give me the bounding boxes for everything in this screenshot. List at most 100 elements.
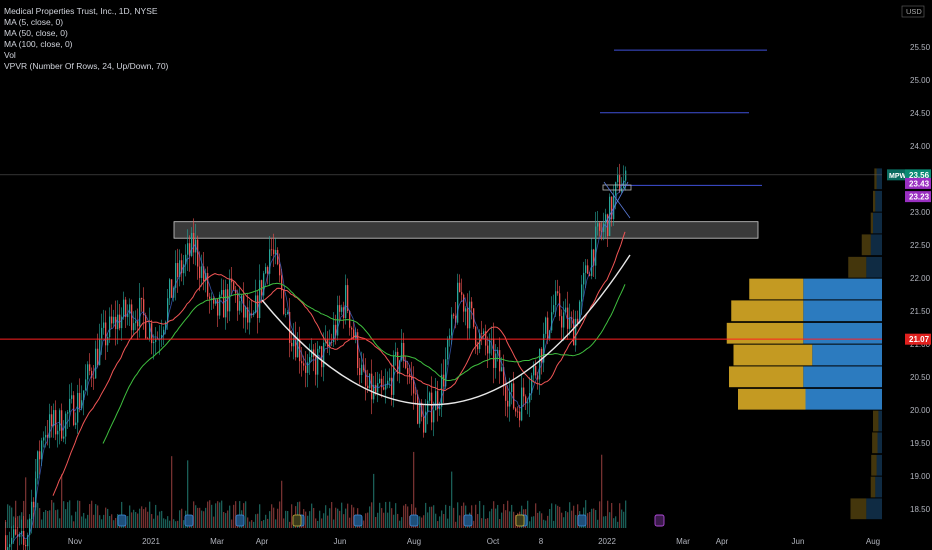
candle-body <box>475 326 477 346</box>
volume-bar <box>231 519 233 528</box>
volume-bar <box>157 515 159 528</box>
vpvr-down-bar <box>738 388 806 410</box>
candle-body <box>371 373 373 400</box>
candle-body <box>351 327 353 330</box>
volume-bar <box>365 513 367 528</box>
candle-body <box>215 299 217 304</box>
volume-bar <box>83 512 85 528</box>
candle-body <box>383 387 385 390</box>
volume-bar <box>307 515 309 528</box>
volume-bar <box>619 503 621 528</box>
candle-body <box>113 316 115 324</box>
candle-body <box>501 367 503 372</box>
candle-body <box>205 273 207 282</box>
volume-bar <box>577 504 579 528</box>
volume-bar <box>289 521 291 528</box>
volume-bar <box>505 510 507 528</box>
volume-bar <box>421 517 423 528</box>
dividend-marker <box>117 514 127 527</box>
volume-bar <box>403 505 405 528</box>
resistance-zone <box>173 221 759 239</box>
volume-bar <box>349 517 351 528</box>
candle-body <box>23 531 25 545</box>
candle-body <box>163 329 165 336</box>
candle-body <box>73 395 75 426</box>
volume-bar <box>441 510 443 528</box>
legend-indicator[interactable]: MA (50, close, 0) <box>4 28 68 38</box>
candle-body <box>265 267 267 274</box>
volume-bar <box>19 515 21 528</box>
volume-bar <box>385 501 387 528</box>
candle-body <box>43 437 45 441</box>
ma-value-tag: 23.43 <box>909 179 930 188</box>
volume-bar <box>397 513 399 528</box>
symbol-tag-bg <box>887 169 905 181</box>
time-tick-label: Aug <box>866 537 880 546</box>
candle-body <box>511 383 513 392</box>
legend-indicator[interactable]: Vol <box>4 50 16 60</box>
volume-bar <box>269 511 271 528</box>
volume-bar <box>87 514 89 528</box>
candle-body <box>513 383 515 409</box>
volume-bar <box>569 502 571 528</box>
candle-body <box>161 335 163 339</box>
volume-bar <box>589 511 591 528</box>
candle-body <box>137 321 139 327</box>
volume-bar <box>193 501 195 528</box>
candle-body <box>503 367 505 387</box>
volume-bar <box>103 514 105 528</box>
volume-bar <box>335 507 337 528</box>
price-tick-label: 19.50 <box>910 439 931 448</box>
candle-body <box>485 331 487 346</box>
candle-body <box>471 301 473 309</box>
candle-body <box>31 501 33 520</box>
volume-bar <box>131 512 133 528</box>
earnings-marker <box>515 514 525 527</box>
volume-bar <box>223 512 225 528</box>
volume-bar <box>327 515 329 528</box>
volume-bar <box>161 510 163 528</box>
volume-bar <box>57 509 59 528</box>
volume-bar <box>395 503 397 528</box>
volume-bar <box>181 508 183 528</box>
volume-bar <box>573 505 575 528</box>
volume-bar <box>275 519 277 528</box>
candle-body <box>59 410 61 431</box>
candle-body <box>605 214 607 224</box>
volume-bar <box>247 517 249 528</box>
volume-bar <box>95 504 97 528</box>
candle-body <box>585 265 587 273</box>
legend-indicator[interactable]: MA (5, close, 0) <box>4 17 64 27</box>
candle-body <box>551 312 553 331</box>
ma-value-tag-bg <box>905 177 931 189</box>
candle-body <box>617 174 619 183</box>
volume-bar <box>545 520 547 528</box>
volume-bar <box>107 508 109 528</box>
volume-bar <box>171 456 173 528</box>
candle-body <box>413 380 415 394</box>
candle-body <box>317 348 319 375</box>
volume-bar <box>623 511 625 528</box>
candle-body <box>443 374 445 387</box>
legend-indicator[interactable]: VPVR (Number Of Rows, 24, Up/Down, 70) <box>4 61 169 71</box>
candle-body <box>119 314 121 329</box>
candle-body <box>103 322 105 328</box>
candle-body <box>515 408 517 412</box>
candle-body <box>225 289 227 318</box>
symbol-title[interactable]: Medical Properties Trust, Inc., 1D, NYSE <box>4 6 158 16</box>
volume-bar <box>509 511 511 528</box>
volume-bar <box>455 521 457 528</box>
time-tick-label: Jun <box>334 537 347 546</box>
candle-body <box>563 312 565 328</box>
candle-body <box>619 174 621 192</box>
vpvr-up-bar <box>866 498 882 520</box>
volume-bar <box>605 516 607 528</box>
volume-bar <box>531 516 533 528</box>
vpvr-up-bar <box>805 388 882 410</box>
candles <box>5 163 627 550</box>
candle-body <box>45 434 47 438</box>
legend-indicator[interactable]: MA (100, close, 0) <box>4 39 73 49</box>
volume-bar <box>235 501 237 528</box>
volume-bar <box>93 514 95 528</box>
